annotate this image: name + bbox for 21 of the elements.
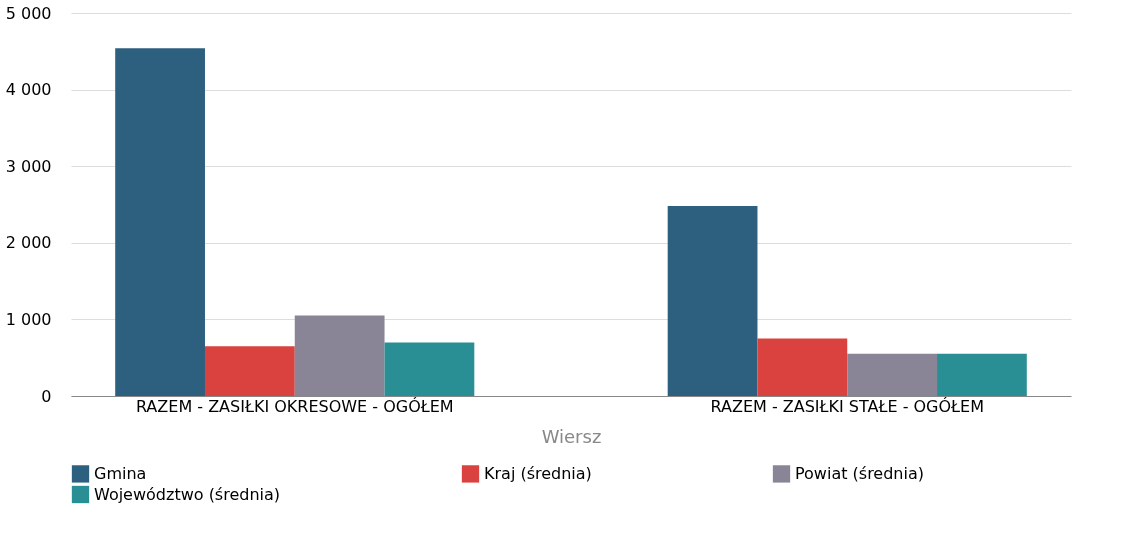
y-tick-label: 4 000 bbox=[5, 80, 52, 100]
bar bbox=[294, 315, 385, 396]
y-tick-label: 0 bbox=[41, 386, 52, 406]
bar bbox=[115, 48, 205, 396]
y-tick-label: 5 000 bbox=[5, 3, 52, 23]
bar bbox=[937, 353, 1027, 396]
bar bbox=[204, 346, 295, 396]
bar bbox=[384, 342, 475, 396]
x-tick-label: RAZEM - ZASIŁKI OKRESOWE - OGÓŁEM bbox=[135, 396, 454, 416]
bar bbox=[847, 353, 938, 396]
legend-label: Gmina bbox=[94, 463, 147, 483]
x-tick-label: RAZEM - ZASIŁKI STAŁE - OGÓŁEM bbox=[710, 396, 984, 416]
x-axis-title: Wiersz bbox=[541, 425, 602, 447]
y-tick-label: 3 000 bbox=[5, 156, 52, 176]
bar bbox=[757, 338, 848, 396]
legend-label: Województwo (średnia) bbox=[94, 484, 281, 504]
bar bbox=[667, 206, 758, 396]
y-tick-label: 1 000 bbox=[5, 309, 52, 329]
y-tick-label: 2 000 bbox=[5, 233, 52, 253]
legend-label: Kraj (średnia) bbox=[484, 463, 592, 483]
legend-label: Powiat (średnia) bbox=[795, 463, 924, 483]
